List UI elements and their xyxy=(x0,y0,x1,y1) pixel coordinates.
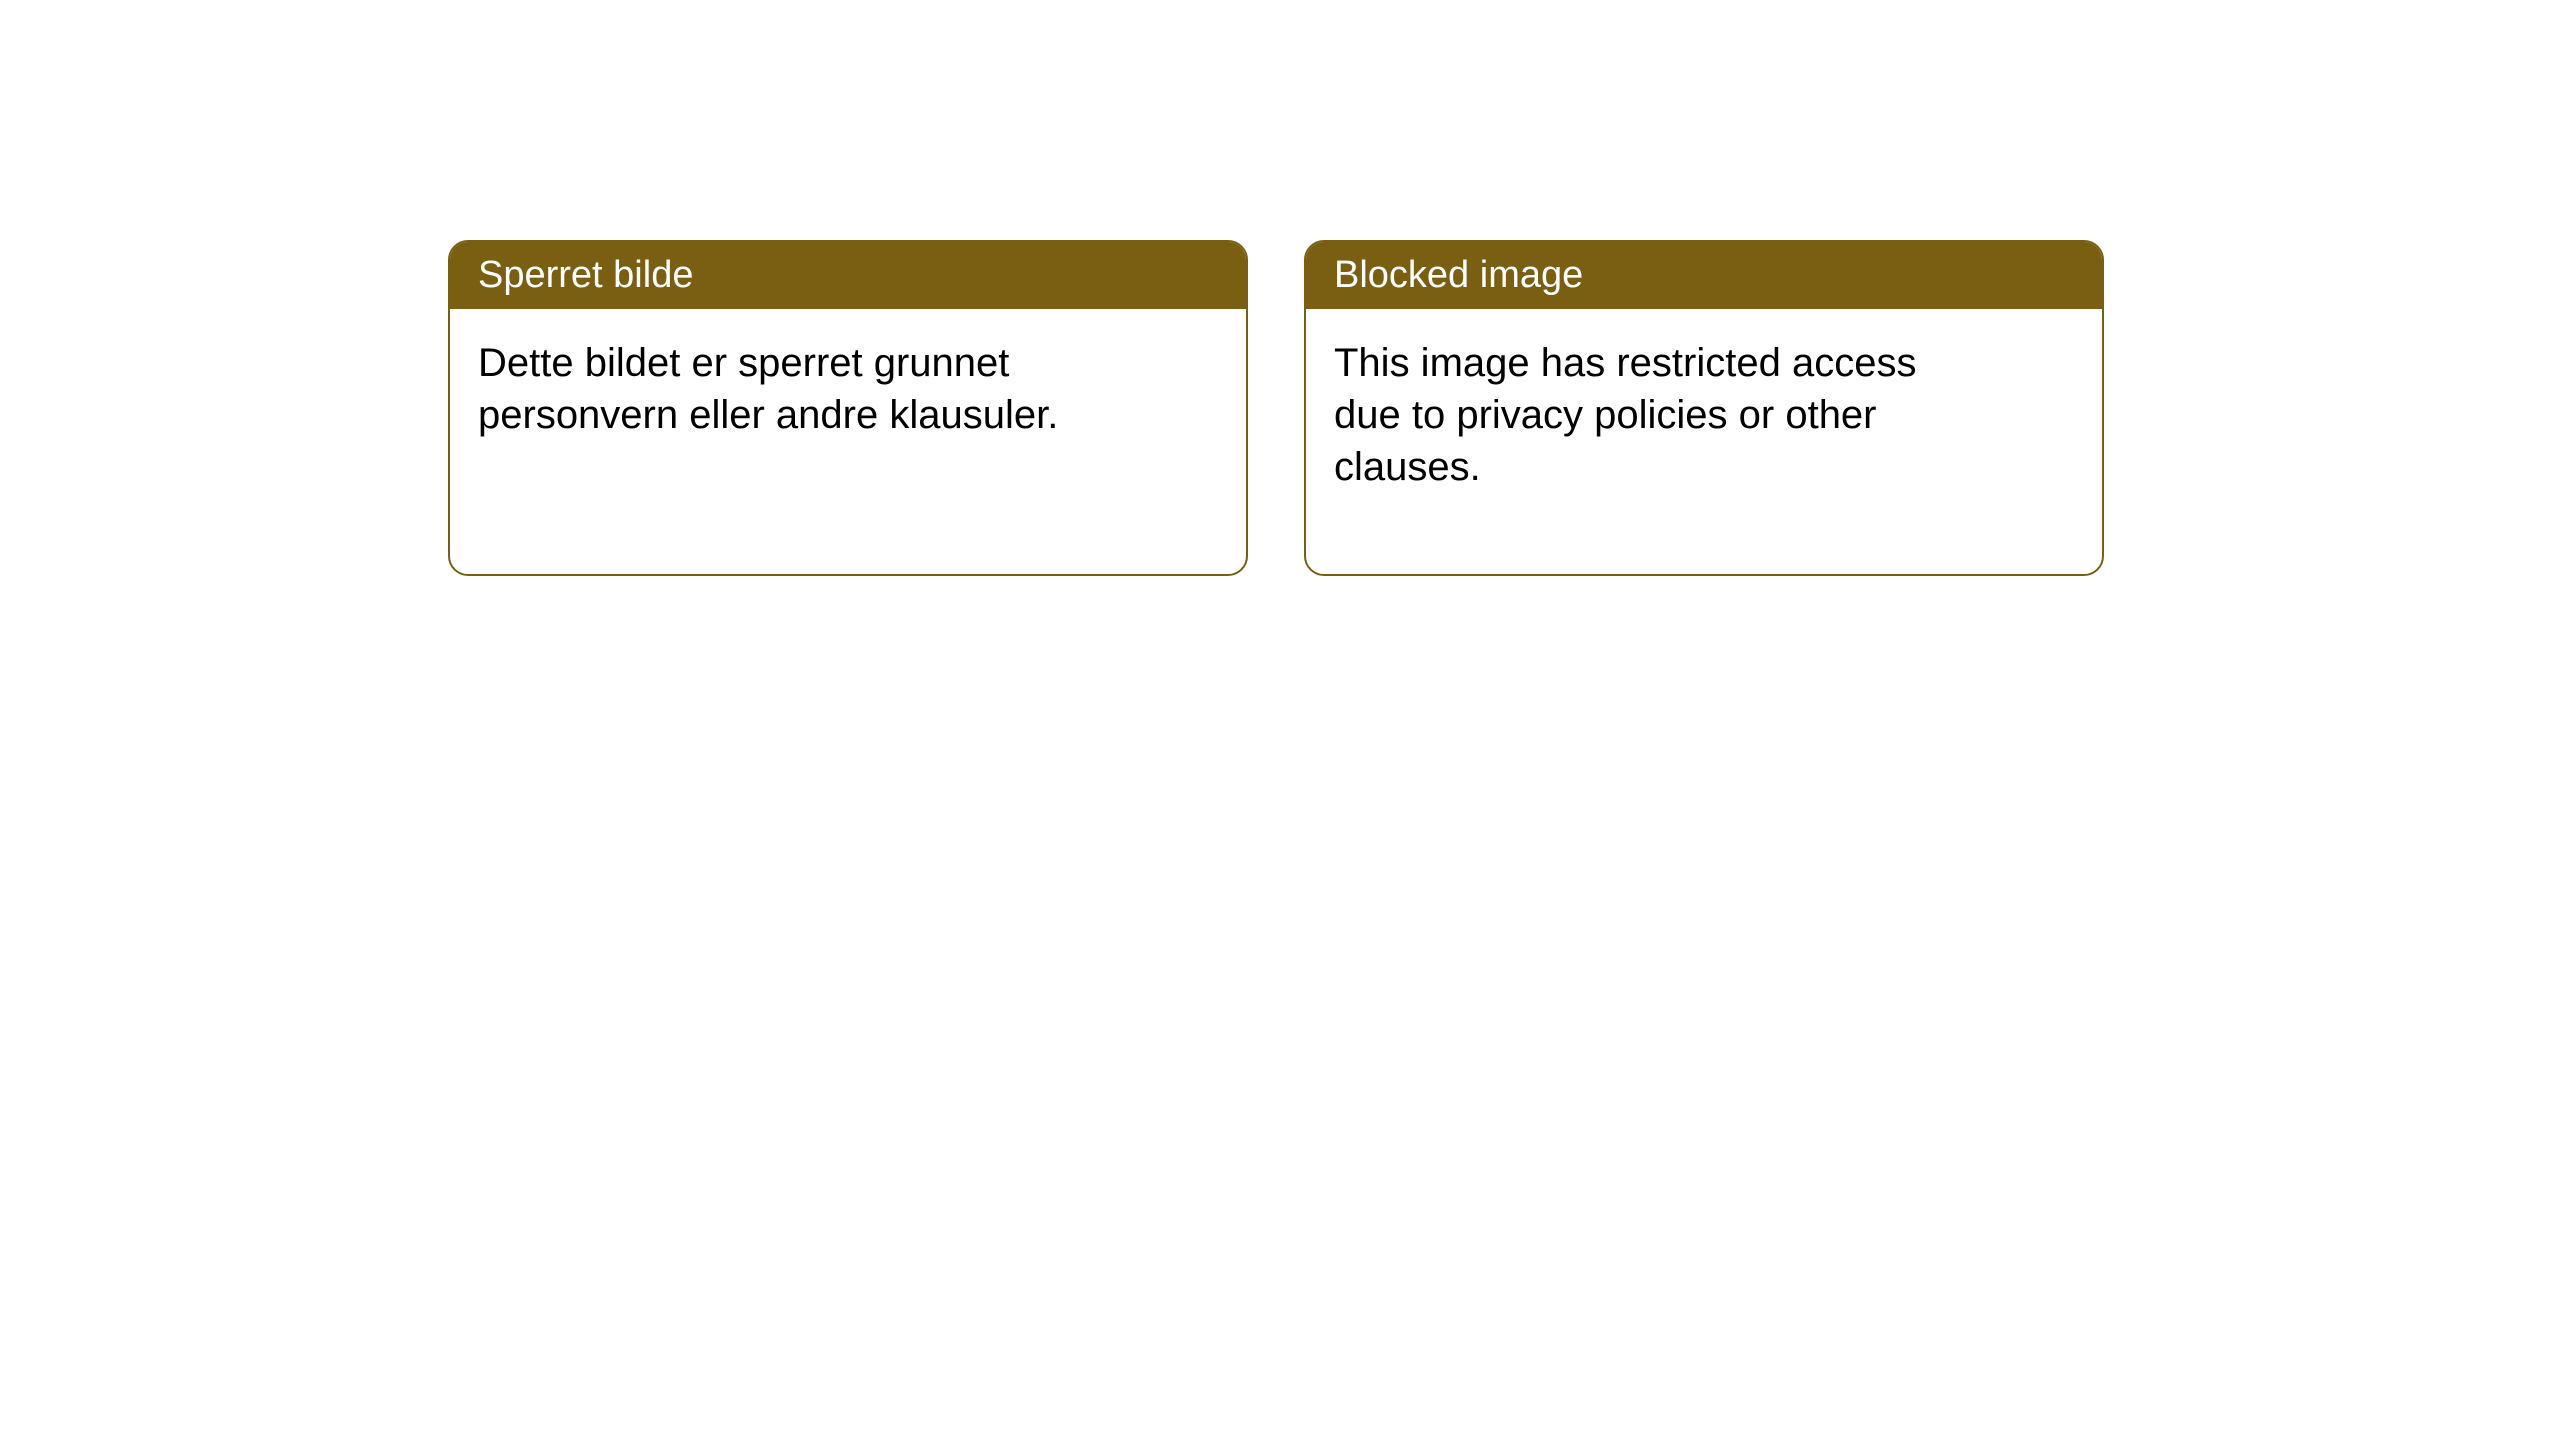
notice-card-norwegian: Sperret bilde Dette bildet er sperret gr… xyxy=(448,240,1248,576)
notice-card-english: Blocked image This image has restricted … xyxy=(1304,240,2104,576)
card-header: Sperret bilde xyxy=(450,242,1246,309)
card-title: Blocked image xyxy=(1334,254,1583,296)
notice-container: Sperret bilde Dette bildet er sperret gr… xyxy=(448,240,2104,576)
card-body-text: Dette bildet er sperret grunnet personve… xyxy=(478,341,1058,437)
card-body: This image has restricted access due to … xyxy=(1306,309,1986,521)
card-body: Dette bildet er sperret grunnet personve… xyxy=(450,309,1130,469)
card-body-text: This image has restricted access due to … xyxy=(1334,341,1916,489)
card-title: Sperret bilde xyxy=(478,254,693,296)
card-header: Blocked image xyxy=(1306,242,2102,309)
